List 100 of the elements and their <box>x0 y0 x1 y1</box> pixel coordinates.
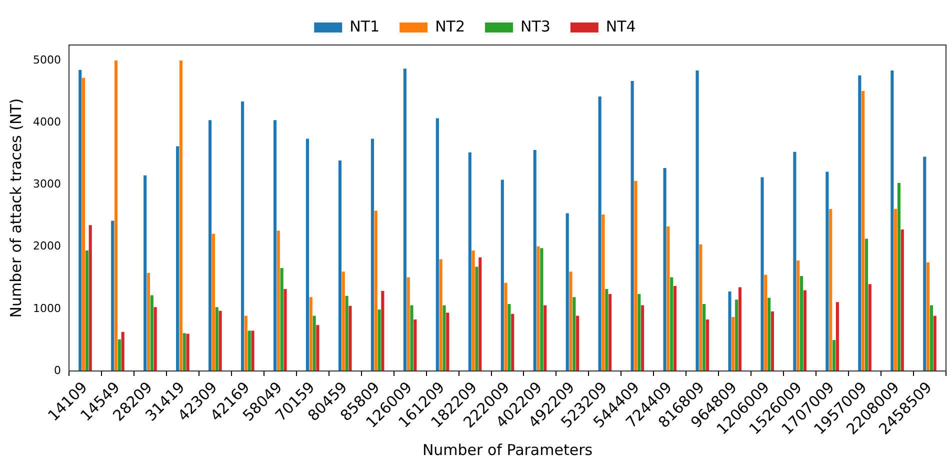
bar <box>735 300 738 372</box>
bar <box>933 316 936 372</box>
bar <box>836 302 839 372</box>
bar <box>699 244 702 372</box>
bar <box>114 60 118 372</box>
bar <box>244 316 248 372</box>
bar <box>176 146 180 372</box>
bar <box>576 316 580 372</box>
bar <box>378 310 381 372</box>
bar <box>442 305 446 372</box>
bar <box>829 208 832 372</box>
bar <box>472 250 475 372</box>
bar <box>182 333 186 372</box>
bar <box>696 70 699 372</box>
bar <box>111 220 114 372</box>
bar <box>345 296 348 372</box>
bar <box>475 266 478 372</box>
bar <box>800 276 804 372</box>
bar <box>868 284 872 372</box>
bar <box>728 292 732 372</box>
bar <box>370 138 374 372</box>
bar <box>511 314 514 372</box>
bar <box>832 340 836 372</box>
bar <box>666 226 670 372</box>
bar <box>862 90 865 372</box>
bar <box>381 290 384 372</box>
bar <box>186 334 190 372</box>
bar <box>240 102 244 372</box>
bar <box>864 238 868 372</box>
legend-label: NT4 <box>606 17 636 36</box>
bar <box>118 339 121 372</box>
y-tick-label: 4000 <box>32 115 61 128</box>
x-axis-title: Number of Parameters <box>422 440 593 459</box>
bar <box>764 274 768 372</box>
legend-label: NT2 <box>435 17 466 36</box>
bar <box>284 289 287 372</box>
bar <box>150 295 154 372</box>
bar <box>309 297 312 372</box>
bar <box>894 208 898 372</box>
bar <box>641 305 644 372</box>
bar <box>251 330 254 372</box>
bar <box>673 286 677 372</box>
bar <box>569 272 572 372</box>
bar <box>572 297 576 372</box>
bar <box>85 250 88 372</box>
bar <box>121 332 124 372</box>
legend-label: NT1 <box>350 17 380 36</box>
bar <box>540 248 544 372</box>
bar <box>638 294 641 372</box>
bar <box>468 152 472 372</box>
bar <box>276 230 280 372</box>
bar <box>796 260 800 372</box>
bar <box>630 81 634 372</box>
bar <box>348 306 352 372</box>
bar <box>533 150 536 372</box>
bar <box>312 316 316 372</box>
bar <box>273 120 277 372</box>
bar <box>218 310 222 372</box>
y-axis-title: Number of attack traces (NT) <box>6 98 25 318</box>
bar <box>900 229 904 372</box>
bar <box>306 138 310 372</box>
bar <box>414 319 417 372</box>
bar <box>738 287 742 372</box>
y-tick-label: 3000 <box>32 178 61 191</box>
bar <box>439 259 442 372</box>
bar <box>536 246 540 372</box>
bar <box>732 317 735 372</box>
bar <box>212 234 215 372</box>
bar <box>248 330 251 372</box>
y-tick-label: 1000 <box>32 302 61 315</box>
bar <box>436 118 439 372</box>
bar <box>478 257 482 372</box>
bar <box>926 262 930 372</box>
bar <box>208 120 212 372</box>
bar <box>374 210 378 372</box>
bar <box>663 168 666 372</box>
bar <box>858 75 862 372</box>
bar <box>608 294 612 372</box>
bar <box>338 160 342 372</box>
bar <box>702 304 706 372</box>
bar <box>768 298 771 372</box>
bar <box>410 305 414 372</box>
bar <box>598 96 602 372</box>
bar <box>146 272 150 372</box>
bar <box>154 307 157 372</box>
y-tick-label: 0 <box>54 364 61 377</box>
bar <box>215 307 218 372</box>
bar <box>403 68 406 372</box>
bar <box>793 152 796 372</box>
bar <box>930 305 933 372</box>
bar <box>179 60 183 372</box>
bar <box>760 177 764 372</box>
bar <box>280 268 284 372</box>
bar <box>406 277 410 372</box>
bar <box>78 70 82 372</box>
bar <box>890 70 894 372</box>
bar <box>504 282 508 372</box>
bar <box>144 175 147 372</box>
bar <box>446 312 450 372</box>
bar <box>602 214 605 372</box>
